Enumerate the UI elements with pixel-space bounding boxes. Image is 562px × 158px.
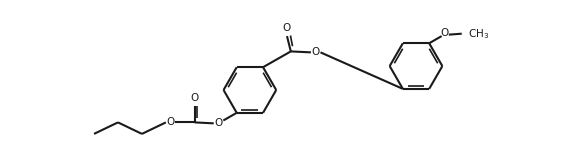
Text: O: O (311, 47, 320, 57)
Text: O: O (214, 118, 223, 128)
Text: CH$_3$: CH$_3$ (469, 27, 490, 41)
Text: O: O (283, 23, 291, 33)
Text: O: O (441, 28, 448, 38)
Text: O: O (191, 93, 199, 103)
Text: O: O (166, 117, 175, 127)
